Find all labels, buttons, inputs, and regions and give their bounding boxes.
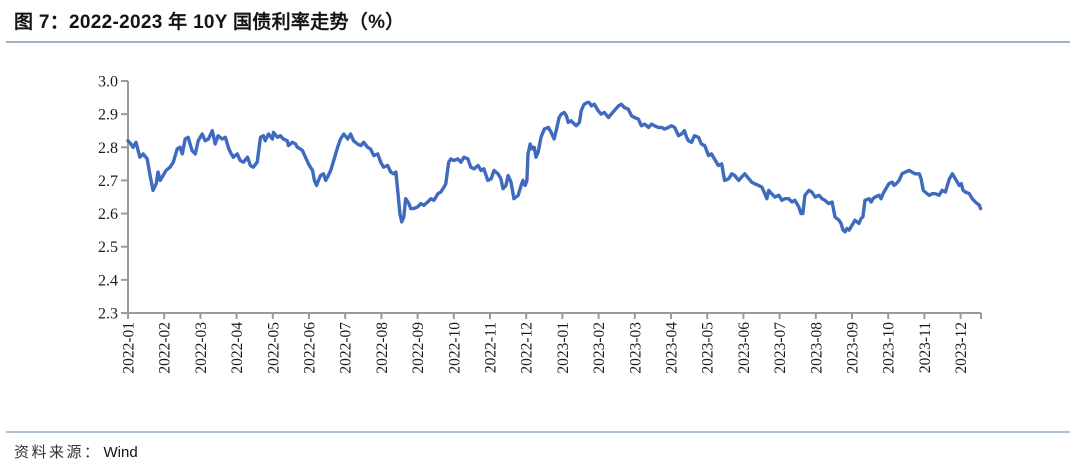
x-tick-label: 2022-08 — [374, 322, 391, 374]
y-tick-label: 2.6 — [98, 206, 118, 223]
y-tick-label: 2.9 — [98, 107, 118, 124]
source-note: 资料来源： Wind — [14, 441, 138, 462]
footer-divider — [6, 431, 1070, 433]
x-tick-label: 2022-12 — [519, 322, 536, 374]
x-tick-label: 2023-05 — [700, 322, 717, 374]
x-tick-label: 2023-11 — [917, 322, 934, 373]
x-tick-label: 2023-10 — [881, 322, 898, 374]
x-tick-label: 2023-08 — [808, 322, 825, 374]
x-tick-label: 2023-01 — [555, 322, 572, 374]
y-tick-label: 2.4 — [98, 272, 118, 289]
x-tick-label: 2023-07 — [772, 322, 789, 374]
x-tick-label: 2022-01 — [121, 322, 138, 374]
figure-title: 图 7：2022-2023 年 10Y 国债利率走势（%） — [14, 12, 405, 33]
y-tick-label: 2.7 — [98, 173, 118, 190]
x-tick-label: 2022-09 — [410, 322, 427, 374]
source-label: 资料来源： — [14, 445, 102, 461]
x-tick-label: 2022-06 — [302, 322, 319, 374]
x-tick-label: 2022-11 — [483, 322, 500, 373]
y-tick-label: 2.3 — [98, 306, 118, 323]
x-tick-label: 2022-02 — [157, 322, 174, 374]
x-tick-label: 2022-07 — [338, 322, 355, 374]
y-tick-label: 3.0 — [98, 74, 118, 91]
title-divider — [6, 41, 1070, 43]
x-tick-label: 2023-04 — [664, 322, 681, 374]
x-tick-label: 2023-12 — [953, 322, 970, 374]
y-tick-label: 2.8 — [98, 140, 118, 157]
y-tick-label: 2.5 — [98, 239, 118, 256]
x-tick-label: 2022-05 — [265, 322, 282, 374]
x-tick-label: 2022-04 — [229, 322, 246, 374]
x-tick-label: 2023-03 — [627, 322, 644, 374]
source-value: Wind — [103, 444, 138, 461]
x-tick-label: 2022-03 — [193, 322, 210, 374]
yield-series-line — [126, 100, 983, 234]
x-tick-label: 2023-02 — [591, 322, 608, 374]
x-tick-label: 2023-09 — [845, 322, 862, 374]
x-tick-label: 2022-10 — [446, 322, 463, 374]
x-tick-label: 2023-06 — [736, 322, 753, 374]
